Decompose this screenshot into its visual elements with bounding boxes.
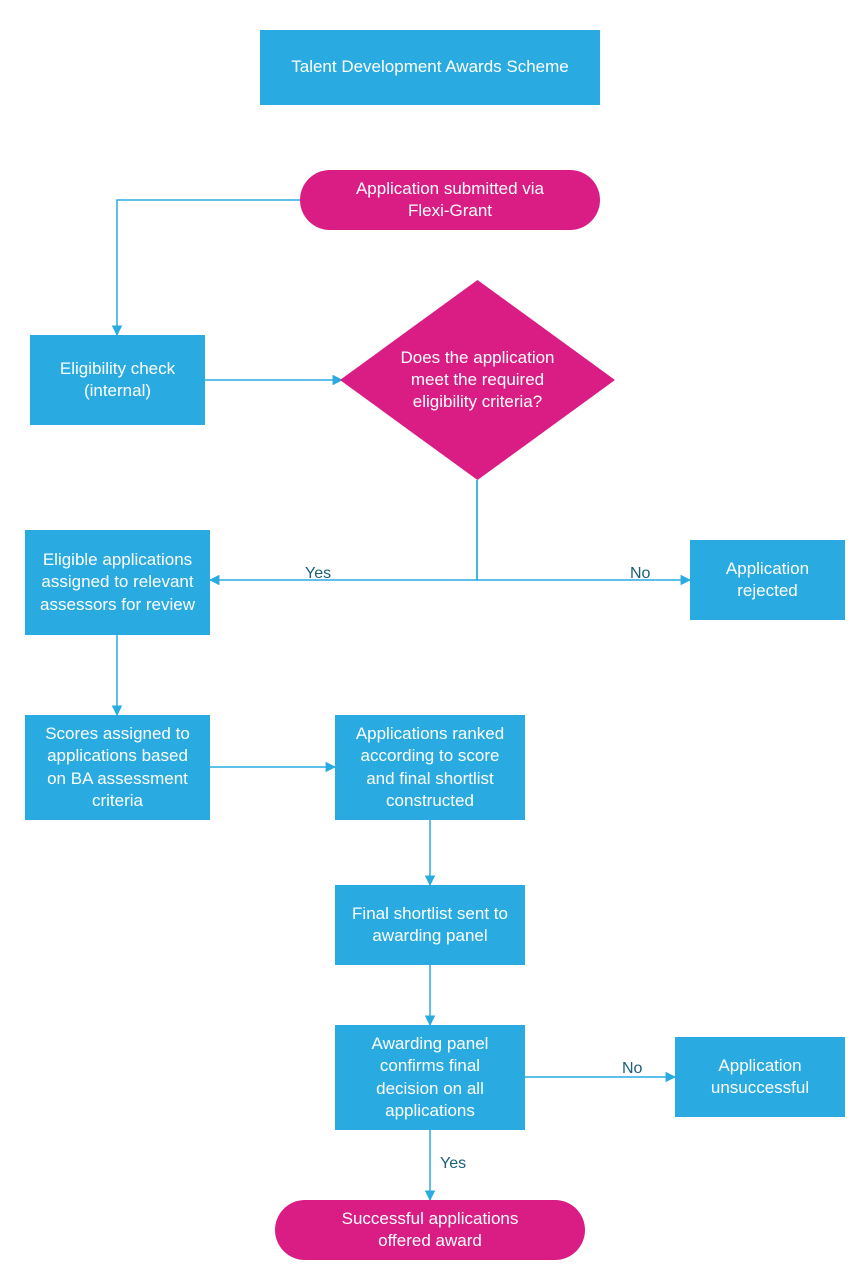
node-success: Successful applicationsoffered award xyxy=(275,1200,585,1260)
node-rejected: Applicationrejected xyxy=(690,540,845,620)
edge-3 xyxy=(477,480,690,580)
edge-label-2: Yes xyxy=(305,565,331,583)
node-eligibility: Eligibility check(internal) xyxy=(30,335,205,425)
node-decision: Does the application meet the required e… xyxy=(340,280,615,480)
edge-label-3: No xyxy=(630,565,650,583)
node-title: Talent Development Awards Scheme xyxy=(260,30,600,105)
node-ranked: Applications ranked according to score a… xyxy=(335,715,525,820)
edge-0 xyxy=(117,200,300,335)
node-scores: Scores assigned to applications based on… xyxy=(25,715,210,820)
node-unsuccess: Applicationunsuccessful xyxy=(675,1037,845,1117)
node-decision-label: Does the application meet the required e… xyxy=(374,347,580,413)
node-shortlist: Final shortlist sent to awarding panel xyxy=(335,885,525,965)
node-panel: Awarding panel confirms final decision o… xyxy=(335,1025,525,1130)
edge-2 xyxy=(210,480,477,580)
edge-label-8: No xyxy=(622,1060,642,1078)
node-submit: Application submitted viaFlexi-Grant xyxy=(300,170,600,230)
node-assigned: Eligible applications assigned to releva… xyxy=(25,530,210,635)
edge-label-9: Yes xyxy=(440,1155,466,1173)
